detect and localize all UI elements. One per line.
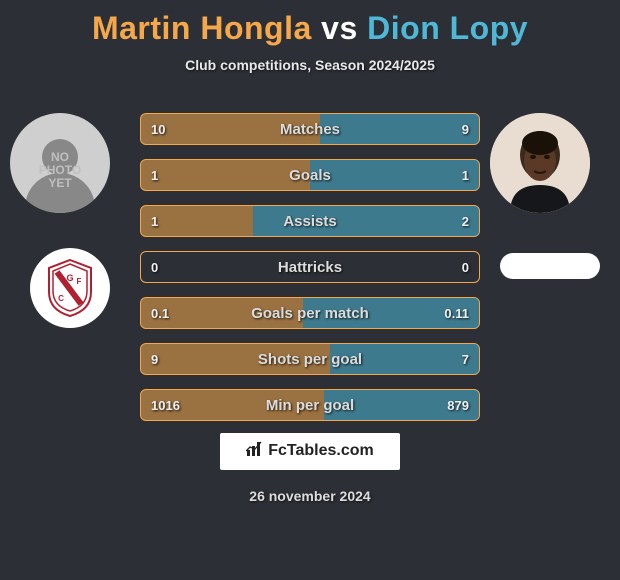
stat-value-right: 9 bbox=[462, 122, 469, 137]
stat-row: 10 Matches 9 bbox=[140, 113, 480, 145]
stat-value-left: 0 bbox=[151, 260, 158, 275]
stat-value-right: 1 bbox=[462, 168, 469, 183]
player2-avatar bbox=[490, 113, 590, 213]
player2-club-badge bbox=[500, 253, 600, 279]
stat-value-left: 9 bbox=[151, 352, 158, 367]
stat-fill-right bbox=[320, 114, 479, 144]
stat-value-right: 7 bbox=[462, 352, 469, 367]
stat-row: 1 Assists 2 bbox=[140, 205, 480, 237]
stat-label: Min per goal bbox=[266, 397, 354, 414]
player1-club-badge: G C F bbox=[30, 248, 110, 328]
stat-value-left: 10 bbox=[151, 122, 165, 137]
stat-label: Hattricks bbox=[278, 259, 342, 276]
stat-label: Goals per match bbox=[251, 305, 369, 322]
stat-row: 1 Goals 1 bbox=[140, 159, 480, 191]
stat-value-left: 1 bbox=[151, 214, 158, 229]
comparison-body: NOPHOTOYET G C F 10 Matches 9 1 Goals 1 1 Assis… bbox=[0, 93, 620, 423]
stat-row: 0.1 Goals per match 0.11 bbox=[140, 297, 480, 329]
stat-value-left: 0.1 bbox=[151, 306, 169, 321]
brand-box: FcTables.com bbox=[220, 433, 400, 470]
subtitle: Club competitions, Season 2024/2025 bbox=[0, 57, 620, 73]
stat-row: 0 Hattricks 0 bbox=[140, 251, 480, 283]
chart-icon bbox=[246, 441, 262, 462]
svg-text:F: F bbox=[77, 277, 82, 286]
stat-fill-right bbox=[310, 160, 479, 190]
stat-value-right: 2 bbox=[462, 214, 469, 229]
stat-value-right: 0 bbox=[462, 260, 469, 275]
svg-text:C: C bbox=[58, 294, 64, 303]
stat-row: 1016 Min per goal 879 bbox=[140, 389, 480, 421]
date-label: 26 november 2024 bbox=[0, 488, 620, 504]
player1-avatar: NOPHOTOYET bbox=[10, 113, 110, 213]
stat-label: Matches bbox=[280, 121, 340, 138]
stat-value-right: 0.11 bbox=[444, 306, 469, 321]
stat-fill-left bbox=[141, 160, 310, 190]
stat-label: Shots per goal bbox=[258, 351, 362, 368]
comparison-title: Martin Hongla vs Dion Lopy bbox=[0, 0, 620, 47]
stat-label: Assists bbox=[283, 213, 336, 230]
footer: FcTables.com 26 november 2024 bbox=[0, 433, 620, 504]
vs-text: vs bbox=[321, 10, 367, 46]
club-crest-icon: G C F bbox=[45, 258, 95, 318]
stat-bars-container: 10 Matches 9 1 Goals 1 1 Assists 2 0 Hattricks 0 0.1… bbox=[140, 113, 480, 435]
svg-text:G: G bbox=[66, 273, 73, 283]
stat-value-left: 1 bbox=[151, 168, 158, 183]
no-photo-label: NOPHOTOYET bbox=[39, 151, 81, 191]
player1-name: Martin Hongla bbox=[92, 10, 312, 46]
stat-value-left: 1016 bbox=[151, 398, 180, 413]
player2-portrait-icon bbox=[490, 113, 590, 213]
player2-name: Dion Lopy bbox=[367, 10, 528, 46]
stat-value-right: 879 bbox=[447, 398, 469, 413]
stat-row: 9 Shots per goal 7 bbox=[140, 343, 480, 375]
brand-label: FcTables.com bbox=[268, 442, 374, 459]
stat-label: Goals bbox=[289, 167, 331, 184]
